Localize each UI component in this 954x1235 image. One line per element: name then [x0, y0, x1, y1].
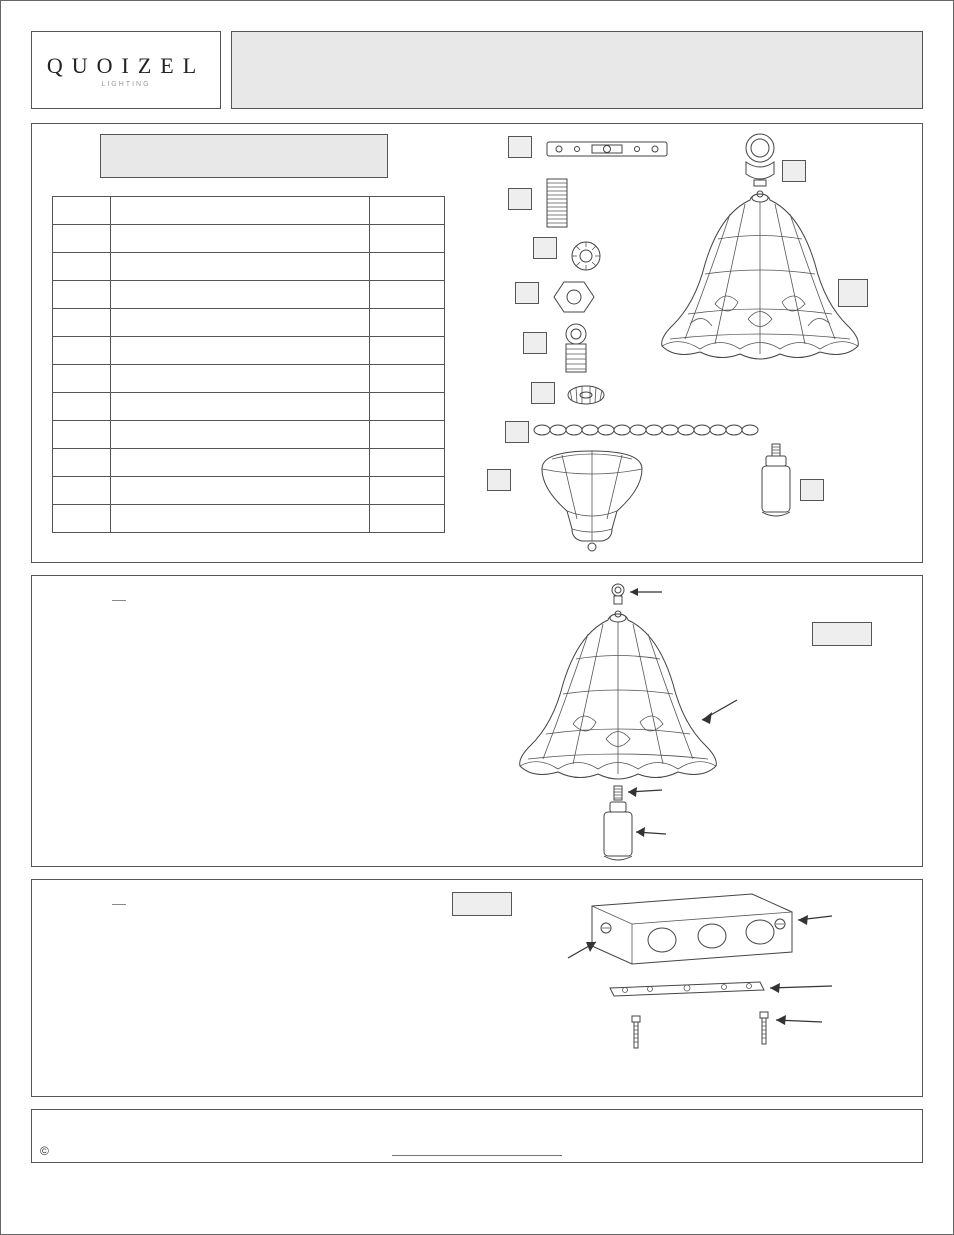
parts-table-header: [110, 197, 369, 225]
logo-box: QUOIZEL LIGHTING: [31, 31, 221, 109]
table-row: [53, 253, 445, 281]
parts-diagram: [472, 124, 922, 562]
table-row: [53, 309, 445, 337]
logo-subtitle: LIGHTING: [101, 81, 150, 88]
table-row: [53, 337, 445, 365]
page: QUOIZEL LIGHTING: [0, 0, 954, 1235]
table-row: [53, 449, 445, 477]
step5-underline: [112, 904, 126, 905]
table-row: [53, 505, 445, 533]
parts-table-body: [53, 197, 445, 533]
step4-underline: [112, 600, 126, 601]
copyright-section: ©: [31, 1109, 923, 1163]
logo-text: QUOIZEL: [47, 53, 205, 79]
inner-frame: QUOIZEL LIGHTING: [31, 31, 923, 1204]
table-row: [53, 421, 445, 449]
parts-table-header: [53, 197, 111, 225]
table-row: [53, 477, 445, 505]
step5-diagram: [532, 886, 872, 1089]
step4-fig-label: [812, 622, 872, 646]
table-row: [53, 393, 445, 421]
unit-contains-box: [100, 134, 388, 178]
step5-section: [31, 879, 923, 1097]
table-row: [53, 281, 445, 309]
table-row: [53, 225, 445, 253]
step4-diagram: [462, 580, 782, 869]
copyright-rule: [392, 1155, 562, 1156]
header-row: QUOIZEL LIGHTING: [31, 31, 923, 109]
step4-section: [31, 575, 923, 867]
title-box: [231, 31, 923, 109]
step5-fig-label: [452, 892, 512, 916]
parts-section: [31, 123, 923, 563]
parts-table-header: [370, 197, 445, 225]
copyright-symbol: ©: [40, 1144, 49, 1158]
table-row: [53, 365, 445, 393]
parts-table: [52, 196, 445, 533]
